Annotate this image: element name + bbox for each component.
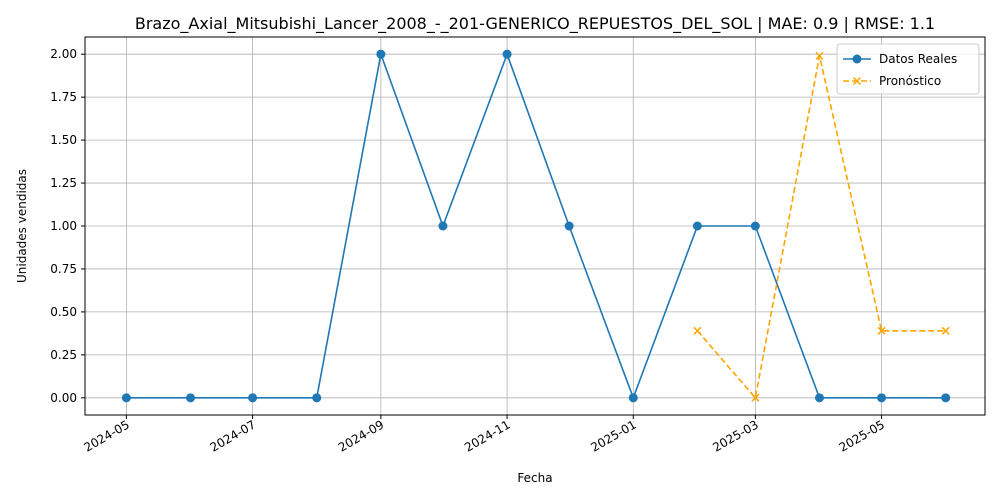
data-point bbox=[941, 393, 951, 403]
series-line-datos-reales bbox=[126, 51, 946, 401]
y-tick-label: 0.50 bbox=[50, 305, 77, 319]
x-tick-label: 2025-05 bbox=[837, 417, 887, 454]
forecast-point bbox=[877, 326, 886, 335]
forecast-point bbox=[815, 51, 824, 60]
legend-marker bbox=[852, 54, 862, 64]
legend-box bbox=[836, 43, 980, 95]
data-point bbox=[438, 221, 448, 231]
x-tick-label: 2025-03 bbox=[710, 417, 760, 454]
forecast-point bbox=[751, 393, 760, 402]
legend-label: Datos Reales bbox=[879, 52, 957, 66]
forecast-point bbox=[693, 326, 702, 335]
x-axis-label: Fecha bbox=[517, 471, 552, 485]
x-tick-label: 2024-09 bbox=[336, 417, 386, 454]
data-point bbox=[628, 393, 638, 403]
y-axis-label: Unidades vendidas bbox=[15, 169, 29, 283]
y-tick-label: 1.50 bbox=[50, 133, 77, 147]
legend-label: Pronóstico bbox=[879, 74, 941, 88]
data-point bbox=[814, 393, 824, 403]
y-tick-label: 0.25 bbox=[50, 348, 77, 362]
y-tick-label: 1.25 bbox=[50, 176, 77, 190]
x-tick-label: 2024-11 bbox=[462, 417, 512, 454]
data-point bbox=[376, 49, 386, 59]
chart-title: Brazo_Axial_Mitsubishi_Lancer_2008_-_201… bbox=[135, 14, 935, 34]
y-tick-label: 2.00 bbox=[50, 47, 77, 61]
plot-frame bbox=[84, 36, 986, 416]
data-point bbox=[877, 393, 887, 403]
forecast-point bbox=[941, 326, 950, 335]
series-line-pronostico bbox=[696, 55, 946, 400]
data-point bbox=[186, 393, 196, 403]
y-tick-label: 1.00 bbox=[50, 219, 77, 233]
y-tick-label: 0.00 bbox=[50, 391, 77, 405]
data-point bbox=[564, 221, 574, 231]
data-point bbox=[692, 221, 702, 231]
x-tick-label: 2024-07 bbox=[208, 417, 258, 454]
data-point bbox=[502, 49, 512, 59]
y-tick-label: 0.75 bbox=[50, 262, 77, 276]
y-tick-label: 1.75 bbox=[50, 90, 77, 104]
data-point bbox=[312, 393, 322, 403]
data-point bbox=[750, 221, 760, 231]
x-tick-label: 2025-01 bbox=[588, 417, 638, 454]
data-point bbox=[121, 393, 131, 403]
legend-marker bbox=[852, 76, 862, 86]
x-tick-label: 2024-05 bbox=[81, 417, 131, 454]
data-point bbox=[248, 393, 258, 403]
